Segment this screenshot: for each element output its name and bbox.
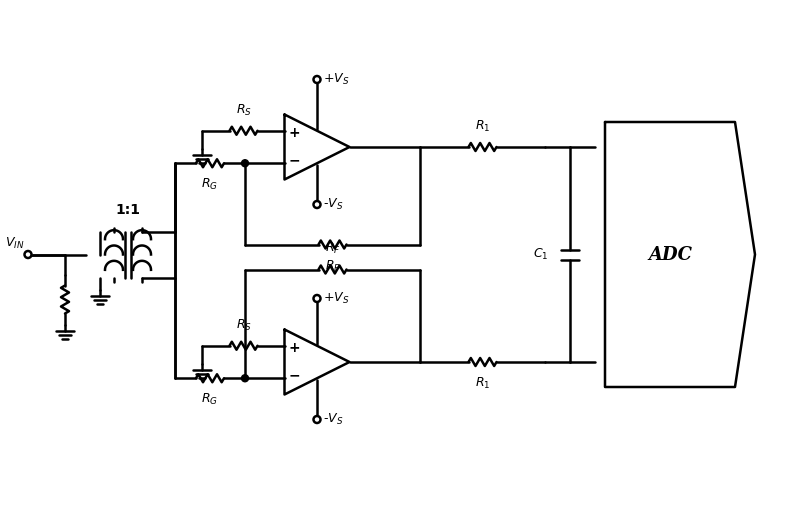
- Text: $C_1$: $C_1$: [533, 247, 548, 262]
- Text: $R_F$: $R_F$: [325, 259, 341, 274]
- Circle shape: [242, 375, 249, 382]
- Circle shape: [314, 201, 321, 208]
- Text: +$V_S$: +$V_S$: [323, 291, 350, 306]
- Text: ADC: ADC: [648, 246, 692, 264]
- Text: $R_1$: $R_1$: [474, 376, 490, 391]
- Text: +: +: [289, 341, 300, 355]
- Text: +: +: [289, 126, 300, 140]
- Text: +$V_S$: +$V_S$: [323, 72, 350, 87]
- Circle shape: [314, 295, 321, 302]
- Circle shape: [242, 160, 249, 167]
- Text: -$V_S$: -$V_S$: [323, 197, 343, 212]
- Text: $R_S$: $R_S$: [235, 318, 251, 333]
- Circle shape: [314, 76, 321, 83]
- Text: -$V_S$: -$V_S$: [323, 412, 343, 427]
- Text: $R_F$: $R_F$: [325, 241, 341, 257]
- Circle shape: [314, 416, 321, 423]
- Text: 1:1: 1:1: [115, 202, 141, 217]
- Text: $R_G$: $R_G$: [202, 392, 218, 407]
- Text: $R_S$: $R_S$: [235, 103, 251, 118]
- Text: −: −: [289, 369, 300, 383]
- Circle shape: [25, 251, 31, 258]
- Text: $R_G$: $R_G$: [202, 177, 218, 192]
- Text: $V_{IN}$: $V_{IN}$: [5, 237, 24, 251]
- Text: −: −: [289, 154, 300, 168]
- Text: $R_1$: $R_1$: [474, 119, 490, 134]
